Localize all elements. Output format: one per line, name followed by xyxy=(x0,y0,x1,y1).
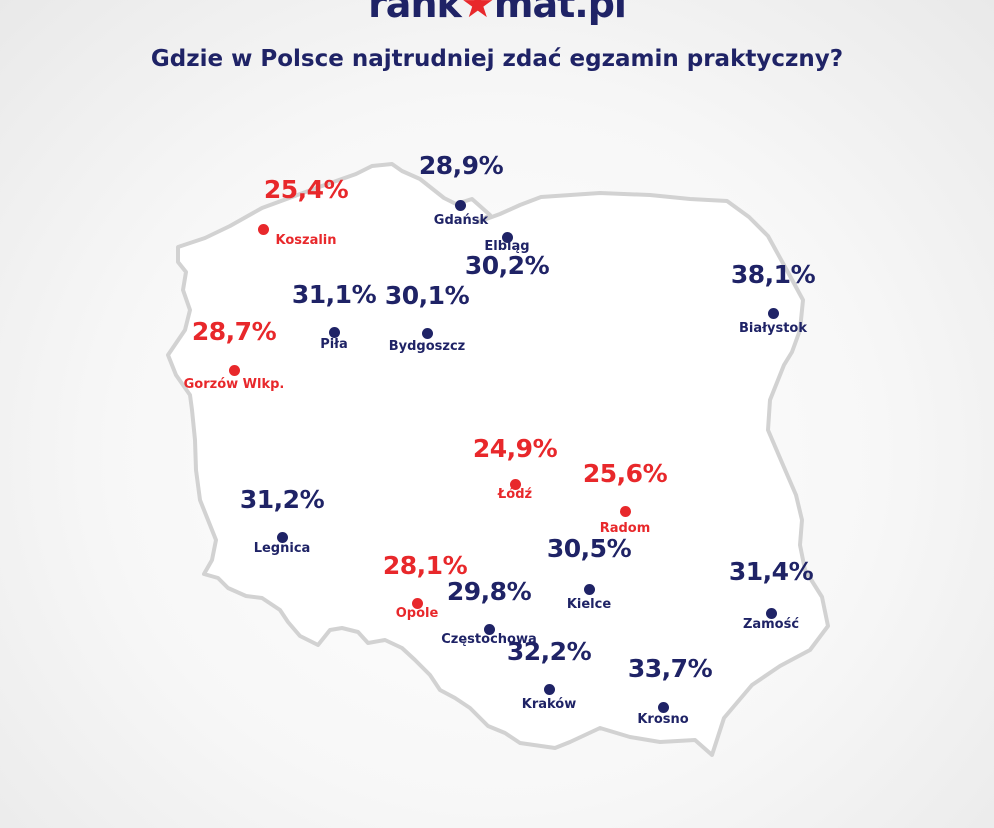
city-dot xyxy=(276,531,288,543)
city-value: 31,2% xyxy=(239,485,325,514)
city-value: 33,7% xyxy=(627,654,713,683)
city-value: 25,6% xyxy=(582,459,668,488)
city-dot xyxy=(583,583,595,595)
city-value: 29,8% xyxy=(446,577,532,606)
rankomat-logo: rank★mat.pl xyxy=(0,0,994,24)
logo-text: rank xyxy=(368,0,462,26)
city-value: 30,1% xyxy=(384,281,470,310)
city-value: 28,1% xyxy=(382,551,468,580)
city-dot xyxy=(501,231,513,243)
city-value: 25,4% xyxy=(263,175,349,204)
city-value: 38,1% xyxy=(730,260,816,289)
city-name: Gorzów Wlkp. xyxy=(183,377,285,392)
city-dot xyxy=(767,307,779,319)
city-dot xyxy=(328,326,340,338)
city-name: Gdańsk xyxy=(433,213,489,228)
city-name: Bydgoszcz xyxy=(388,339,466,354)
city-dot xyxy=(411,597,423,609)
city-dot xyxy=(454,199,466,211)
city-name: Piła xyxy=(320,337,348,352)
city-value: 32,2% xyxy=(506,637,592,666)
city-dot xyxy=(657,701,669,713)
city-dot xyxy=(257,223,269,235)
city-name: Radom xyxy=(599,521,651,536)
city-name: Łódź xyxy=(497,487,533,502)
city-value: 31,4% xyxy=(728,557,814,586)
city-name: Opole xyxy=(395,606,439,621)
city-name: Legnica xyxy=(253,541,311,556)
city-dot xyxy=(228,364,240,376)
city-name: Częstochowa xyxy=(441,632,537,647)
city-dot xyxy=(619,505,631,517)
city-value: 24,9% xyxy=(472,434,558,463)
city-value: 30,2% xyxy=(464,251,550,280)
poland-outline xyxy=(166,162,830,757)
city-dot xyxy=(765,607,777,619)
city-name: Krosno xyxy=(637,712,689,727)
city-dot xyxy=(483,623,495,635)
city-value: 28,9% xyxy=(418,151,504,180)
city-value: 31,1% xyxy=(291,280,377,309)
city-name: Elbląg xyxy=(484,239,530,254)
city-dot xyxy=(509,478,521,490)
city-name: Koszalin xyxy=(275,233,337,248)
city-name: Kraków xyxy=(521,697,577,712)
city-value: 30,5% xyxy=(546,534,632,563)
city-dot xyxy=(421,327,433,339)
city-name: Zamość xyxy=(742,617,800,632)
city-name: Kielce xyxy=(566,597,612,612)
city-value: 28,7% xyxy=(191,317,277,346)
city-dot xyxy=(543,683,555,695)
city-name: Białystok xyxy=(739,321,807,336)
logo-suffix: mat.pl xyxy=(493,0,627,26)
page-title: Gdzie w Polsce najtrudniej zdać egzamin … xyxy=(150,46,844,72)
logo-star-icon: ★ xyxy=(460,0,495,26)
